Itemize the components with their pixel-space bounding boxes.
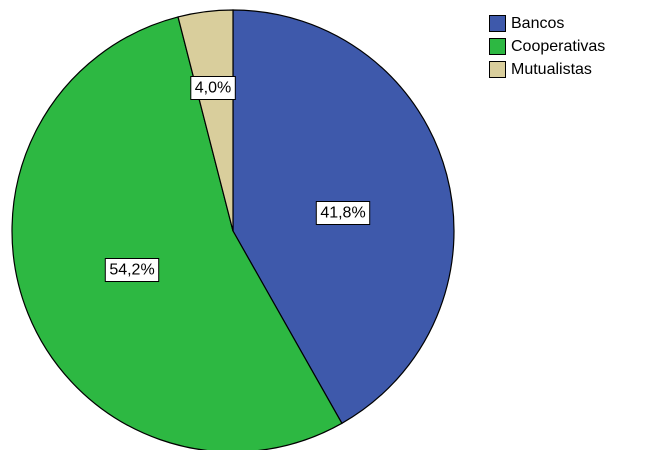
pie-slice-mutualistas [177,9,234,232]
legend-swatch-bancos [489,15,506,32]
legend-item-mutualistas: Mutualistas [489,58,605,81]
legend-label-cooperativas: Cooperativas [511,37,606,55]
legend-label-bancos: Bancos [511,14,565,32]
legend: Bancos Cooperativas Mutualistas [489,12,605,81]
pie-data-labels: 41,8% 54,2% 4,0% [104,76,371,282]
legend-swatch-mutualistas [489,61,506,78]
svg-text:54,2%: 54,2% [109,262,154,279]
legend-item-bancos: Bancos [489,12,605,35]
svg-text:41,8%: 41,8% [320,205,365,222]
data-label-cooperativas: 54,2% [104,258,160,282]
legend-label-mutualistas: Mutualistas [511,60,592,78]
svg-text:4,0%: 4,0% [195,80,231,97]
data-label-bancos: 41,8% [315,201,371,225]
pie-slice-cooperativas [11,16,343,450]
legend-swatch-cooperativas [489,38,506,55]
data-label-mutualistas: 4,0% [190,76,236,100]
legend-item-cooperativas: Cooperativas [489,35,605,58]
